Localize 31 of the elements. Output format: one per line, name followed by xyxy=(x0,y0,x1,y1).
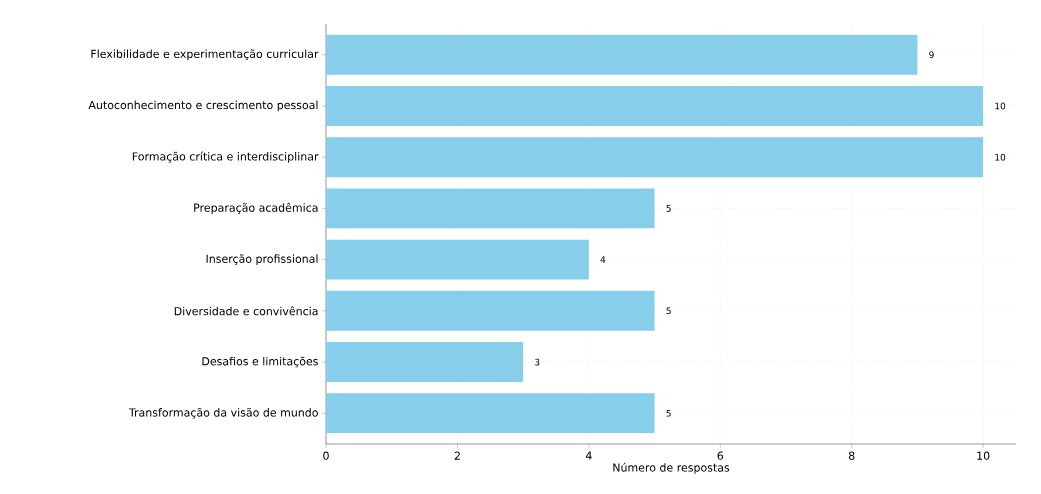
data-label: 3 xyxy=(535,358,540,366)
x-tick-label: 10 xyxy=(977,451,990,460)
bar xyxy=(326,188,655,229)
data-label: 5 xyxy=(666,409,671,417)
bar xyxy=(326,239,589,280)
data-label: 9 xyxy=(929,51,934,59)
bar xyxy=(326,342,524,383)
bar xyxy=(326,85,984,126)
y-tick-label: Preparação acadêmica xyxy=(194,202,318,214)
x-tick-label: 4 xyxy=(585,451,592,460)
bar xyxy=(326,137,984,178)
x-tick-label: 8 xyxy=(848,451,855,460)
y-tick-label: Flexibilidade e experimentação curricular xyxy=(91,49,319,61)
y-tick-label: Transformação da visão de mundo xyxy=(128,407,318,419)
y-tick-label: Formação crítica e interdisciplinar xyxy=(132,151,319,163)
x-axis-title: Número de respostas xyxy=(613,462,730,474)
x-tick-label: 6 xyxy=(717,451,724,460)
data-label: 5 xyxy=(666,205,671,212)
x-tick-label: 0 xyxy=(323,451,329,460)
y-tick-label: Autoconhecimento e crescimento pessoal xyxy=(88,100,318,112)
bar xyxy=(326,34,918,75)
data-label: 5 xyxy=(666,307,671,315)
y-tick-label: Desafios e limitações xyxy=(202,356,318,368)
data-label: 10 xyxy=(995,153,1006,161)
data-label: 4 xyxy=(600,256,606,263)
y-tick-label: Inserção profissional xyxy=(206,254,318,266)
bar xyxy=(326,290,655,331)
y-tick-label: Diversidade e convivência xyxy=(174,306,318,316)
data-label: 10 xyxy=(995,102,1006,110)
bar xyxy=(326,393,655,434)
x-tick-label: 2 xyxy=(454,451,460,460)
